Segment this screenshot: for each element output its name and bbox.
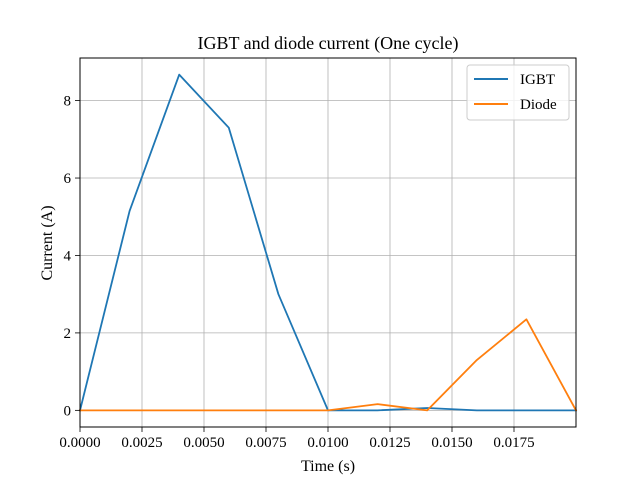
x-tick-label: 0.0150 (431, 435, 472, 451)
x-tick-label: 0.0075 (245, 435, 286, 451)
x-tick-label: 0.0025 (121, 435, 162, 451)
series-lines (78, 73, 578, 412)
y-axis-ticks: 0 2 4 6 8 (64, 94, 80, 419)
y-tick-label: 8 (64, 94, 72, 110)
x-axis-ticks: 0.0000 0.0025 0.0050 0.0075 0.0100 0.0125 0.01… (59, 427, 535, 451)
legend-label-diode: Diode (520, 97, 557, 113)
series-line-diode (79, 318, 578, 412)
x-axis-label: Time (s) (301, 458, 355, 475)
x-tick-label: 0.0050 (183, 435, 224, 451)
legend-label-igbt: IGBT (520, 72, 555, 88)
x-tick-label: 0.0000 (59, 435, 100, 451)
x-tick-label: 0.0125 (369, 435, 410, 451)
y-tick-label: 6 (64, 171, 72, 187)
legend: IGBT Diode (466, 64, 570, 121)
y-axis-label: Current (A) (39, 205, 56, 280)
y-tick-label: 0 (64, 403, 72, 419)
y-tick-label: 2 (64, 326, 72, 342)
chart-title: IGBT and diode current (One cycle) (197, 33, 458, 54)
x-tick-label: 0.0100 (307, 435, 348, 451)
y-tick-label: 4 (64, 248, 72, 264)
x-tick-label: 0.0175 (493, 435, 534, 451)
